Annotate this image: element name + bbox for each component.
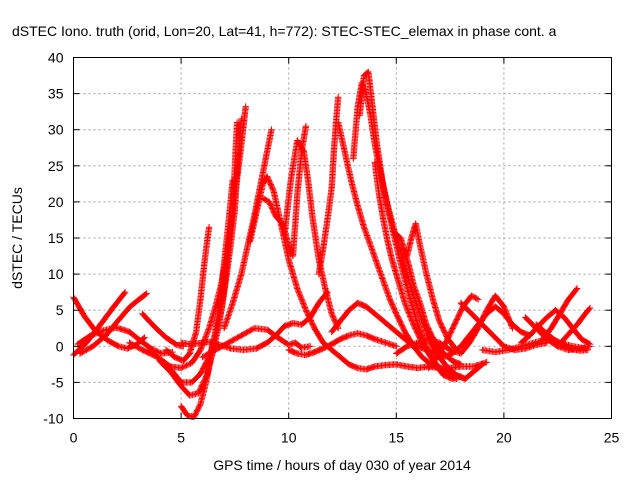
y-tick-label: 10 (48, 266, 64, 282)
series-arc-11-markers (177, 288, 331, 354)
x-axis-label: GPS time / hours of day 030 of year 2014 (213, 457, 471, 473)
y-tick-label: 5 (56, 302, 64, 318)
x-tick-label: 10 (281, 430, 297, 446)
series-arc-34-markers (533, 321, 591, 354)
y-tick-label: -10 (43, 411, 63, 427)
y-tick-label: 40 (48, 50, 64, 66)
series-arc-12-markers (199, 325, 314, 361)
y-tick-label: 20 (48, 194, 64, 210)
x-tick-label: 20 (496, 430, 512, 446)
x-tick-label: 15 (389, 430, 405, 446)
x-tick-label: 5 (177, 430, 185, 446)
y-tick-label: 0 (56, 338, 64, 354)
grid-lines (73, 57, 612, 419)
series-arc-17-markers (315, 94, 342, 278)
chart-title: dSTEC Iono. truth (orid, Lon=20, Lat=41,… (12, 23, 557, 39)
axis-ticks: 0 5 10 15 20 25 -10 -5 0 5 10 15 20 25 30 35 40 (43, 50, 619, 446)
y-tick-label: -5 (51, 374, 64, 390)
y-axis-label: dSTEC / TECUs (9, 187, 25, 289)
x-tick-label: 0 (70, 430, 78, 446)
y-tick-label: 25 (48, 158, 64, 174)
series-arc-5-markers (139, 310, 187, 350)
x-tick-label: 25 (604, 430, 620, 446)
y-tick-label: 35 (48, 86, 64, 102)
series-arc-26-markers (393, 292, 516, 357)
series-arc-23-markers (403, 220, 460, 354)
y-tick-label: 30 (48, 122, 64, 138)
y-tick-label: 15 (48, 230, 64, 246)
series-arc-25-markers (285, 330, 400, 359)
series-arc-10-markers (162, 224, 213, 364)
series-arc-16-markers (281, 137, 342, 332)
data-series (70, 68, 594, 421)
